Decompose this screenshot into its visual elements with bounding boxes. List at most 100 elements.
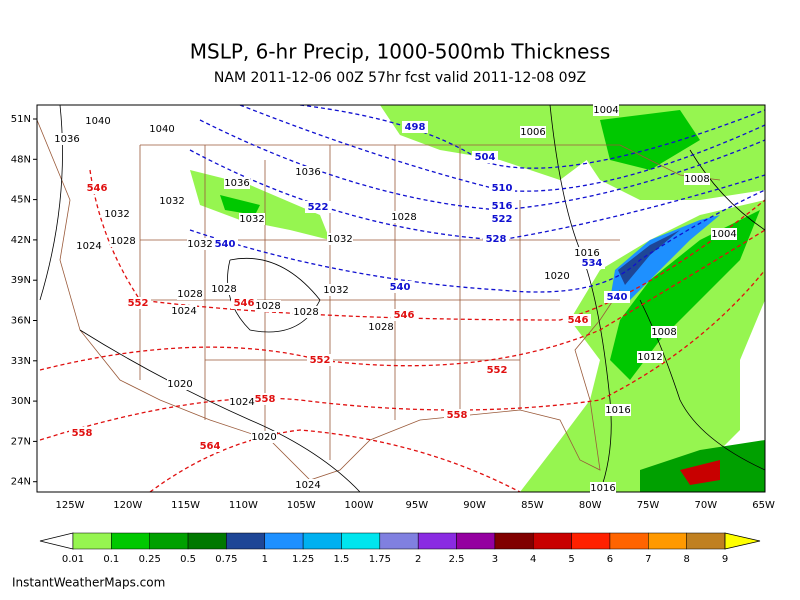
label-bg [255,300,281,312]
label-bg [167,378,193,390]
colorbar-label: 1.5 [334,554,350,565]
label-bg [637,351,663,363]
contour-label: 564 [200,441,221,452]
colorbar-box [72,532,112,550]
contour-label: 540 [390,282,411,293]
map-frame [36,104,766,493]
colorbar-label: 2.5 [449,554,465,565]
colorbar-box [456,532,496,550]
label-bg [293,306,319,318]
colorbar-box [149,532,189,550]
contour-label: 552 [128,298,149,309]
label-bg [295,479,321,491]
map-area [36,104,766,493]
colorbar-label: 2 [415,554,421,565]
contour-label: 1020 [167,379,192,390]
contour-label: 552 [310,355,331,366]
label-bg [544,270,570,282]
precip-area [610,210,760,380]
label-bg [84,182,110,194]
colorbar-boxes: 0.01 0.1 0.25 0.5 0.75 1 1.25 1.5 1.75 2 2.5 3 4 5 6 7 8… [62,532,728,565]
label-bg [651,326,677,338]
longitude-label: 65W [752,500,775,511]
label-bg [110,235,136,247]
label-bg [368,321,394,333]
contour-label: 1028 [177,289,202,300]
colorbar-label: 1.25 [292,554,314,565]
precip-area [380,105,600,180]
contour-label: 522 [492,214,513,225]
colorbar-box [648,532,687,550]
contour-label: 546 [394,310,415,321]
latitude-label: 33N [11,356,31,367]
label-bg [104,208,130,220]
contour-label: 552 [487,365,508,376]
contour-label: 1028 [110,236,135,247]
colorbar-box [226,532,266,550]
contour-label: 546 [568,315,589,326]
label-bg [483,233,509,245]
longitude-label: 105W [287,500,316,511]
colorbar-label: 1.75 [369,554,391,565]
contour-label: 1004 [711,229,736,240]
label-bg [574,247,600,259]
contour-label: 1024 [76,241,101,252]
label-bg [489,213,515,225]
longitude-label: 70W [694,500,717,511]
label-bg [69,427,95,439]
contour-label: 546 [87,183,108,194]
label-bg [605,404,631,416]
label-bg [489,200,515,212]
latitude-label: 24N [11,477,31,488]
thickness-warm [39,169,765,492]
colorbar-box [571,532,611,550]
contour-label: 1028 [391,212,416,223]
contour-label: 1028 [293,307,318,318]
contour-label: 1036 [224,178,249,189]
label-bg [149,123,175,135]
colorbar: 0.01 0.1 0.25 0.5 0.75 1 1.25 1.5 1.75 2 2.5 3 4 5 6 7 8… [39,532,761,565]
label-bg [231,297,257,309]
contour-label: 540 [215,239,236,250]
contour-label: 516 [492,201,513,212]
label-bg [565,314,591,326]
label-bg [590,482,616,494]
longitude-label: 100W [345,500,374,511]
contour-label: 534 [582,258,603,269]
label-bg [171,305,197,317]
contour-label: 1024 [229,397,254,408]
label-bg [402,121,428,133]
colorbar-label: 0.01 [62,554,84,565]
contour-label: 1032 [187,239,212,250]
label-bg [489,182,515,194]
contour-label: 558 [255,394,276,405]
contour-label: 1020 [544,271,569,282]
label-bg [125,297,151,309]
contour-label: 528 [486,234,507,245]
contour-label: 1028 [211,284,236,295]
label-bg [305,201,331,213]
contour-label: 1028 [255,301,280,312]
longitude-label: 80W [579,500,602,511]
label-bg [224,177,250,189]
contour-label: 540 [607,292,628,303]
latitude-label: 48N [11,154,31,165]
contour-label: 522 [308,202,329,213]
longitude-label: 95W [405,500,428,511]
contour-label: 1016 [605,405,630,416]
precip-area [618,230,680,285]
contour-label: 1024 [295,480,320,491]
contour-label: 504 [475,152,496,163]
map-title: MSLP, 6-hr Precip, 1000-500mb Thickness [190,40,611,64]
latitude-label: 45N [11,195,31,206]
colorbar-label: 1 [262,554,268,565]
label-bg [197,440,223,452]
label-bg [54,133,80,145]
colorbar-box [341,532,381,550]
labels: 51N 48N 45N 42N 39N 36N 33N 30N 27N 24N 125W 120W 11… [11,104,775,511]
footer-credit: InstantWeatherMaps.com [12,576,165,590]
longitude-label: 115W [171,500,200,511]
contour-label: 558 [447,410,468,421]
label-bg [323,284,349,296]
label-bg [391,309,417,321]
